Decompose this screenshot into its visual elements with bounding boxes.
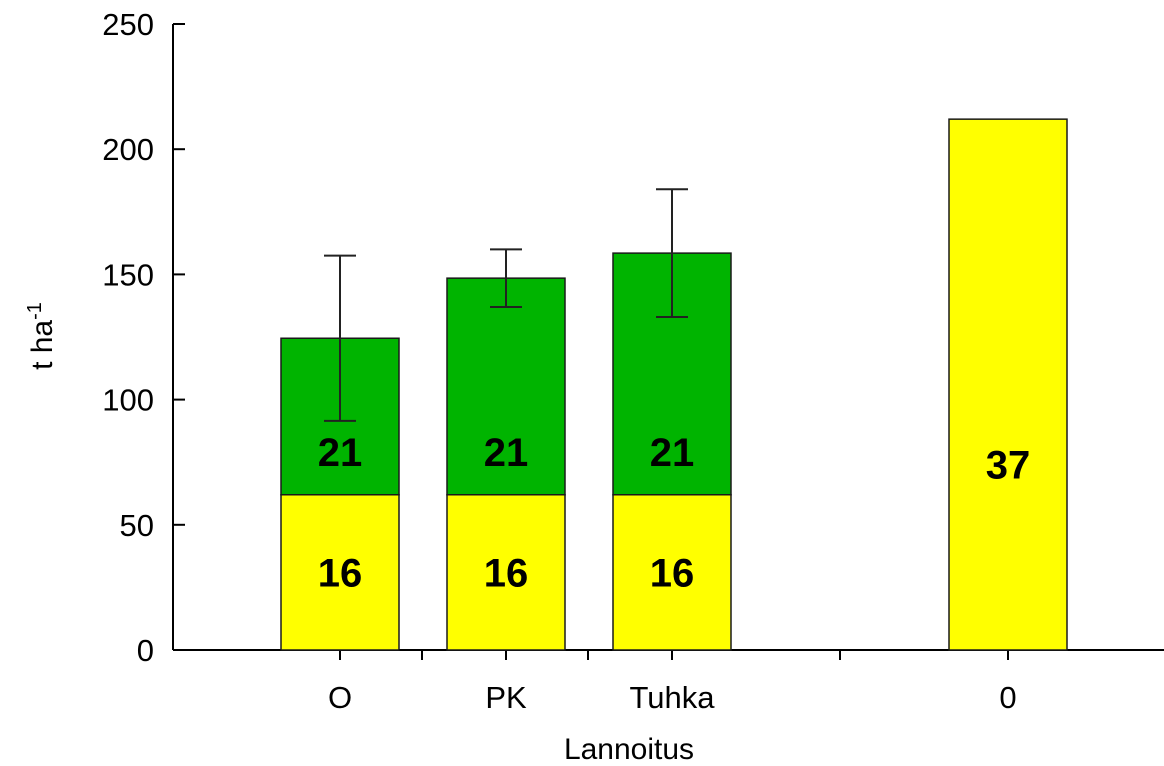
bar-data-label: 21 <box>650 431 695 475</box>
bar-data-label: 37 <box>986 444 1031 488</box>
x-tick-label: 0 <box>999 680 1016 715</box>
y-axis: 0 50 100 150 200 250 <box>102 7 185 668</box>
bar-data-label: 16 <box>318 551 363 595</box>
y-tick-label: 150 <box>102 257 154 292</box>
bar-segment <box>280 494 400 651</box>
bar-segment <box>612 494 732 651</box>
bar-segment <box>446 277 566 496</box>
x-tick-label: PK <box>485 680 527 715</box>
bar-data-label: 21 <box>484 431 529 475</box>
error-bars <box>324 188 688 422</box>
x-tick-label: O <box>328 680 352 715</box>
x-axis: O PK Tuhka 0 <box>173 649 1164 715</box>
y-tick-label: 250 <box>102 7 154 42</box>
y-tick-label: 100 <box>102 383 154 418</box>
bar-segment <box>948 118 1068 651</box>
bar-data-label: 16 <box>650 551 695 595</box>
bar-data-label: 16 <box>484 551 529 595</box>
bar-segment <box>446 494 566 651</box>
bar-labels: 16 21 16 21 16 21 37 <box>318 431 1031 595</box>
y-tick-label: 50 <box>120 508 154 543</box>
y-axis-title-superscript: -1 <box>24 302 46 320</box>
x-axis-title: Lannoitus <box>564 733 694 766</box>
y-axis-title: t ha-1 <box>24 302 59 370</box>
y-tick-label: 200 <box>102 132 154 167</box>
bar-data-label: 21 <box>318 431 363 475</box>
x-tick-label: Tuhka <box>629 680 715 715</box>
y-tick-label: 0 <box>137 633 154 668</box>
